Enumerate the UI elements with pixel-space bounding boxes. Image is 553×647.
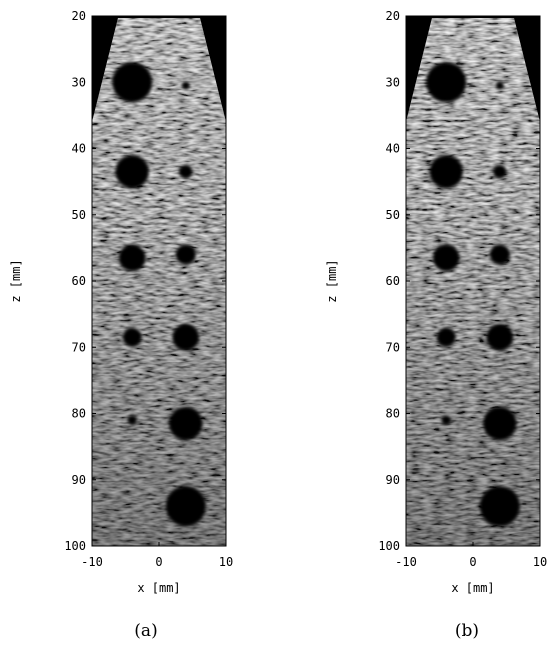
x-axis-label: x [mm] [137, 581, 180, 595]
panel-a: 20 30 40 50 60 70 80 90 100 -10 0 10 x [mm] z [mm] [9, 9, 233, 595]
x-tick-label: 0 [469, 555, 476, 569]
cyst [436, 327, 456, 347]
cyst [118, 244, 146, 272]
cyst [479, 486, 520, 527]
z-tick-label: 40 [386, 142, 400, 156]
cyst [432, 244, 460, 272]
z-tick-label: 40 [72, 142, 86, 156]
x-tick-label: -10 [395, 555, 417, 569]
z-tick-label: 100 [64, 539, 86, 553]
cyst [115, 154, 149, 189]
cyst [172, 323, 200, 351]
cyst [495, 81, 504, 90]
z-tick-label: 100 [378, 539, 400, 553]
z-tick-label: 50 [386, 208, 400, 222]
x-tick-label: 10 [533, 555, 547, 569]
z-tick-label: 30 [386, 75, 400, 89]
panel-b: 20 30 40 50 60 70 80 90 100 -10 0 10 x [mm] z [mm] [325, 9, 547, 595]
z-tick-label: 60 [386, 274, 400, 288]
z-tick-label: 80 [386, 407, 400, 421]
z-tick-label: 50 [72, 208, 86, 222]
cyst [426, 62, 467, 103]
z-tick-label: 70 [386, 340, 400, 354]
cyst [429, 154, 463, 189]
cyst [181, 81, 190, 90]
cyst [169, 406, 203, 441]
speckle-region [406, 18, 540, 546]
x-tick-label: 0 [155, 555, 162, 569]
z-tick-label: 20 [386, 9, 400, 23]
cyst [483, 406, 517, 441]
z-tick-label: 30 [72, 75, 86, 89]
cyst [127, 415, 137, 425]
cyst [179, 164, 193, 179]
cyst [112, 62, 153, 103]
cyst [493, 164, 507, 179]
z-tick-label: 80 [72, 407, 86, 421]
cyst [165, 486, 206, 527]
cyst [489, 244, 510, 265]
caption-a: (a) [134, 621, 157, 641]
x-tick-label: 10 [219, 555, 233, 569]
cyst [175, 244, 196, 265]
cyst [486, 323, 514, 351]
z-tick-label: 20 [72, 9, 86, 23]
x-axis-label: x [mm] [451, 581, 494, 595]
caption-b: (b) [455, 621, 479, 641]
cyst [122, 327, 142, 347]
z-tick-label: 60 [72, 274, 86, 288]
x-tick-label: -10 [81, 555, 103, 569]
z-tick-label: 90 [386, 473, 400, 487]
cyst [441, 415, 451, 425]
y-axis-label: z [mm] [9, 259, 23, 302]
z-tick-label: 70 [72, 340, 86, 354]
z-tick-label: 90 [72, 473, 86, 487]
speckle-region [92, 18, 226, 546]
y-axis-label: z [mm] [325, 259, 339, 302]
